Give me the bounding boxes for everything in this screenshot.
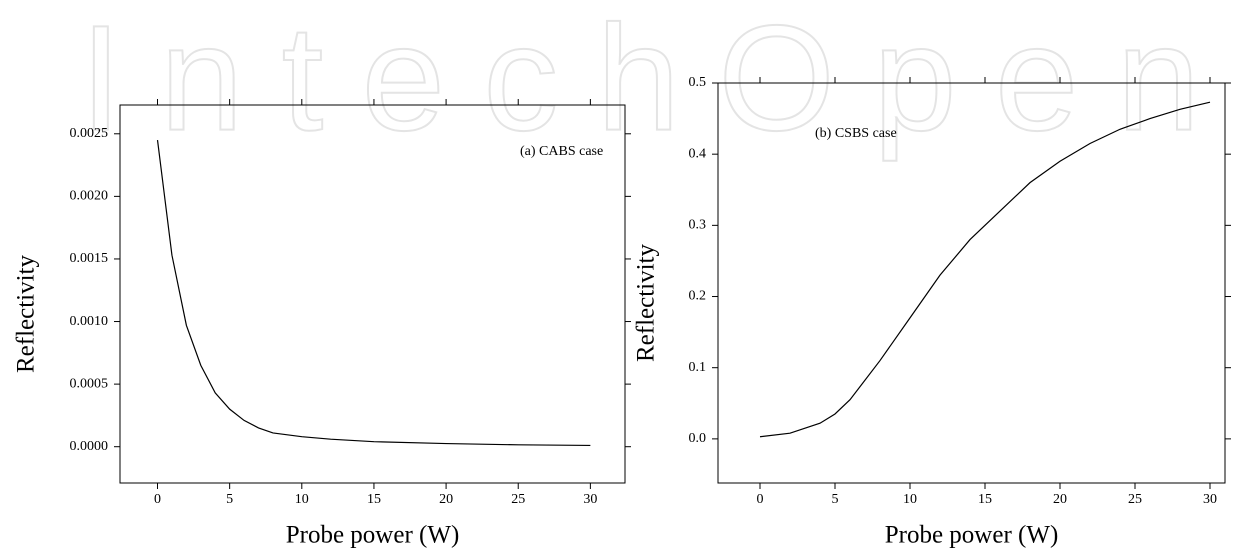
y-tick-label: 0.0010	[70, 314, 109, 329]
y-tick-label: 0.2	[689, 289, 707, 304]
y-axis-label: Reflectivity	[13, 254, 40, 373]
x-tick-label: 20	[1053, 492, 1067, 507]
annotation: (a) CABS case	[520, 144, 603, 159]
y-axis-label: Reflectivity	[633, 243, 660, 362]
y-tick-label: 0.0020	[70, 189, 109, 204]
y-tick-label: 0.0005	[70, 376, 109, 391]
x-tick-label: 15	[978, 492, 992, 507]
y-tick-label: 0.0015	[70, 251, 109, 266]
x-tick-label: 5	[832, 492, 839, 507]
annotation: (b) CSBS case	[815, 126, 897, 141]
data-line	[156, 139, 591, 447]
x-axis-label: Probe power (W)	[885, 522, 1059, 549]
y-tick-label: 0.5	[689, 75, 707, 90]
y-tick-label: 0.3	[689, 218, 707, 233]
x-tick-label: 25	[1128, 492, 1142, 507]
x-tick-label: 20	[439, 492, 453, 507]
x-tick-label: 30	[1203, 492, 1217, 507]
x-tick-label: 30	[583, 492, 597, 507]
watermark: IntechOpen	[80, 0, 1200, 162]
plot-frame	[717, 82, 1226, 484]
y-tick-label: 0.0000	[70, 439, 109, 454]
x-tick-label: 25	[511, 492, 525, 507]
x-tick-label: 15	[367, 492, 381, 507]
y-tick-label: 0.4	[689, 146, 707, 161]
y-tick-label: 0.0	[689, 431, 707, 446]
x-tick-label: 0	[154, 492, 161, 507]
y-tick-label: 0.0025	[70, 126, 109, 141]
x-tick-label: 10	[295, 492, 309, 507]
x-tick-label: 10	[903, 492, 917, 507]
data-line	[759, 101, 1211, 438]
x-tick-label: 5	[226, 492, 233, 507]
x-axis-label: Probe power (W)	[286, 522, 460, 549]
x-tick-label: 0	[757, 492, 764, 507]
plot-frame	[119, 104, 626, 484]
y-tick-label: 0.1	[689, 360, 707, 375]
